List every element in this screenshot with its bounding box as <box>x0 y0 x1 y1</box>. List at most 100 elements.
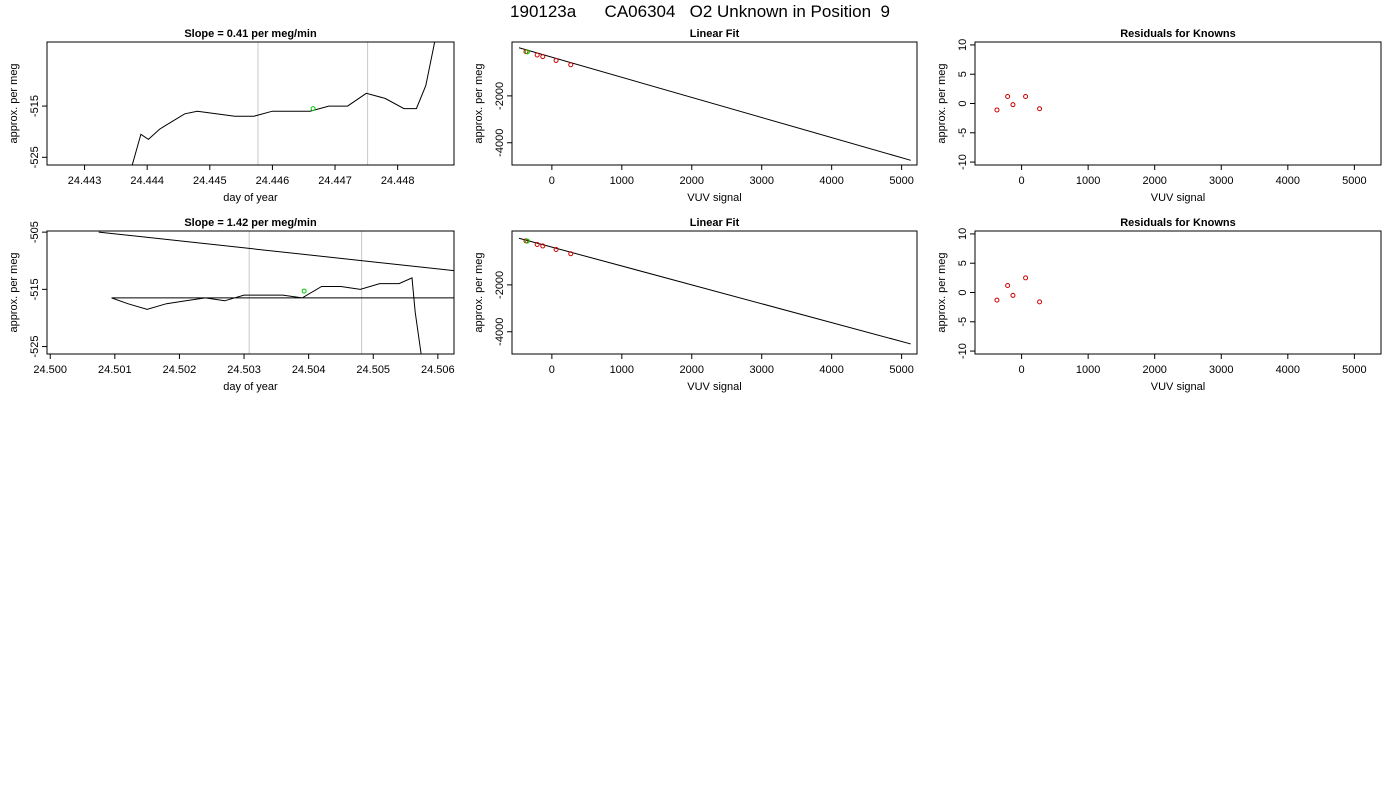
y-tick-label: -5 <box>957 317 969 327</box>
plot-frame <box>46 230 455 355</box>
fit-line <box>518 237 911 345</box>
x-tick-label: 5000 <box>1342 364 1366 376</box>
x-tick-label: 1000 <box>1076 175 1100 187</box>
panel-title: Residuals for Knowns <box>1120 217 1236 229</box>
y-axis-label: approx. per meg <box>936 63 948 143</box>
y-tick-label: -10 <box>957 343 969 359</box>
plot-frame <box>511 41 918 166</box>
data-point <box>540 54 546 60</box>
x-tick-label: 4000 <box>819 175 843 187</box>
y-tick-label: 10 <box>957 228 969 240</box>
data-point <box>1010 102 1016 108</box>
highlight-marker <box>310 106 316 112</box>
x-tick-label: 5000 <box>889 175 913 187</box>
chart-panel-6: Residuals for Knowns 0 1000 2000 3000 4000 500… <box>936 217 1382 393</box>
x-tick-label: 24.443 <box>68 175 102 187</box>
series-line <box>131 42 436 165</box>
plot-frame <box>974 230 1382 355</box>
highlight-marker <box>301 288 307 294</box>
x-tick-label: 24.503 <box>227 364 261 376</box>
y-tick-label: -5 <box>957 128 969 138</box>
x-tick-label: 24.505 <box>356 364 390 376</box>
data-point <box>1023 93 1029 99</box>
x-tick-label: 2000 <box>680 364 704 376</box>
x-tick-label: 3000 <box>749 364 773 376</box>
x-tick-label: 0 <box>1019 175 1025 187</box>
chart-panel-5: Linear Fit 0 1000 2000 3000 4000 5000 -2000 -400… <box>473 217 918 393</box>
x-tick-label: 1000 <box>610 364 634 376</box>
y-tick-label: -2000 <box>494 271 506 299</box>
x-tick-label: 4000 <box>1276 364 1300 376</box>
chart-panel-2: Linear Fit 0 1000 2000 3000 4000 5000 -2000 -400… <box>473 28 918 204</box>
highlight-marker <box>524 238 530 244</box>
y-axis-label: approx. per meg <box>936 252 948 332</box>
x-axis-label: VUV signal <box>1151 381 1205 393</box>
plot-frame <box>511 230 918 355</box>
plot-area <box>98 231 454 354</box>
x-tick-label: 24.500 <box>33 364 67 376</box>
data-point <box>568 251 574 257</box>
data-point <box>994 297 1000 303</box>
panel-title: Slope = 1.42 per meg/min <box>184 217 317 229</box>
x-tick-label: 24.446 <box>256 175 290 187</box>
x-tick-label: 24.447 <box>318 175 352 187</box>
panel-title: Linear Fit <box>690 217 740 229</box>
x-tick-label: 1000 <box>610 175 634 187</box>
x-axis-label: VUV signal <box>1151 192 1205 204</box>
y-axis-label: approx. per meg <box>8 252 20 332</box>
y-tick-label: -515 <box>29 278 41 300</box>
y-tick-label: -10 <box>957 154 969 170</box>
y-tick-label: -515 <box>29 95 41 117</box>
y-axis-label: approx. per meg <box>8 63 20 143</box>
highlight-marker <box>524 49 530 55</box>
data-point <box>540 243 546 249</box>
fit-line <box>518 47 911 161</box>
x-tick-label: 0 <box>1019 364 1025 376</box>
plot-area <box>994 275 1043 305</box>
x-tick-label: 0 <box>549 364 555 376</box>
data-point <box>1010 292 1016 298</box>
data-point <box>553 58 559 64</box>
x-tick-label: 4000 <box>1276 175 1300 187</box>
y-axis-label: approx. per meg <box>473 63 485 143</box>
series-line <box>98 231 454 354</box>
chart-panel-4: Slope = 1.42 per meg/min 24.500 24.501 24.5… <box>8 217 455 393</box>
plot-area <box>994 93 1043 113</box>
plot-frame <box>46 41 455 166</box>
x-tick-label: 2000 <box>1142 364 1166 376</box>
x-tick-label: 0 <box>549 175 555 187</box>
data-point <box>994 107 1000 113</box>
plot-frame <box>974 41 1382 166</box>
x-tick-label: 24.444 <box>130 175 164 187</box>
y-tick-label: -2000 <box>494 82 506 110</box>
x-tick-label: 3000 <box>749 175 773 187</box>
data-point <box>1037 299 1043 305</box>
x-axis-label: day of year <box>223 192 278 204</box>
y-tick-label: 5 <box>957 260 969 266</box>
x-tick-label: 2000 <box>1142 175 1166 187</box>
x-tick-label: 5000 <box>1342 175 1366 187</box>
y-tick-label: -4000 <box>494 129 506 157</box>
data-point <box>1023 275 1029 281</box>
data-point <box>1005 93 1011 99</box>
data-point <box>553 247 559 253</box>
x-tick-label: 2000 <box>680 175 704 187</box>
data-point <box>534 241 540 247</box>
y-tick-label: 5 <box>957 71 969 77</box>
y-tick-label: 10 <box>957 39 969 51</box>
plot-area <box>518 237 911 345</box>
chart-panel-1: Slope = 0.41 per meg/min 24.443 24.444 24.4… <box>8 28 455 204</box>
x-axis-label: VUV signal <box>687 192 741 204</box>
plot-area <box>518 47 911 161</box>
x-tick-label: 5000 <box>889 364 913 376</box>
x-tick-label: 24.502 <box>163 364 197 376</box>
data-point <box>1005 282 1011 288</box>
y-tick-label: 0 <box>957 100 969 106</box>
x-tick-label: 3000 <box>1209 364 1233 376</box>
x-tick-label: 24.445 <box>193 175 227 187</box>
y-tick-label: -505 <box>29 221 41 243</box>
panel-title: Residuals for Knowns <box>1120 28 1236 40</box>
x-tick-label: 4000 <box>819 364 843 376</box>
chart-panel-3: Residuals for Knowns 0 1000 2000 3000 4000 500… <box>936 28 1382 204</box>
